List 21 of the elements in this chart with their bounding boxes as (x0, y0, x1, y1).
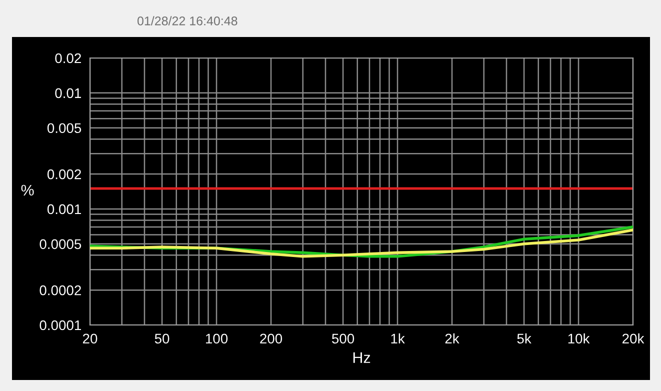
y-tick-label: 0.02 (55, 53, 81, 64)
x-tick-label: 2k (445, 333, 460, 344)
x-tick-label: 10k (568, 333, 590, 344)
y-tick-label: 0.0005 (40, 239, 82, 250)
y-tick-label: 0.002 (47, 169, 81, 180)
x-tick-label: 20 (82, 334, 98, 344)
x-tick-label: 20k (622, 333, 644, 344)
y-tick-label: 0.0001 (40, 320, 81, 330)
x-tick-label: 200 (260, 334, 282, 344)
y-tick-label: 0.01 (55, 88, 81, 98)
x-tick-label: 5k (517, 333, 532, 344)
y-tick-label: 0.005 (47, 123, 82, 134)
y-tick-label: 0.0002 (40, 285, 81, 296)
chart-subtitle: 01/28/22 16:40:48 (137, 16, 238, 26)
x-axis-title: Hz (353, 352, 370, 363)
y-tick-label: 0.001 (47, 204, 81, 214)
x-tick-label: 50 (154, 334, 170, 344)
y-axis-title: % (21, 184, 34, 196)
x-tick-label: 500 (332, 334, 354, 344)
x-tick-label: 100 (206, 334, 228, 344)
x-tick-label: 1k (391, 333, 405, 344)
